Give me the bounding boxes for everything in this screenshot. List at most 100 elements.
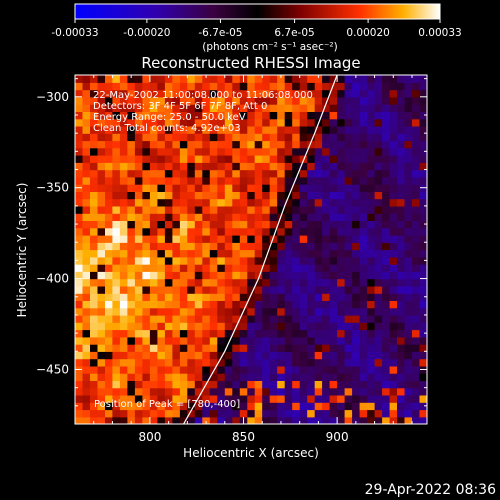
heatmap-cell: [269, 416, 278, 424]
heatmap-cell: [337, 329, 346, 338]
heatmap-cell: [202, 75, 211, 83]
heatmap-cell: [224, 416, 233, 424]
heatmap-cell: [247, 104, 256, 112]
heatmap-cell: [284, 307, 293, 316]
heatmap-cell: [224, 307, 233, 316]
heatmap-cell: [90, 293, 99, 301]
heatmap-cell: [247, 227, 256, 236]
heatmap-cell: [127, 351, 136, 360]
heatmap-cell: [82, 227, 91, 236]
heatmap-cell: [419, 155, 427, 163]
heatmap-cell: [194, 293, 203, 301]
heatmap-cell: [404, 198, 413, 207]
heatmap-cell: [82, 278, 91, 287]
heatmap-cell: [97, 227, 106, 236]
heatmap-cell: [149, 264, 158, 272]
heatmap-cell: [359, 351, 368, 360]
heatmap-cell: [172, 293, 181, 301]
heatmap-cell: [149, 314, 158, 323]
colorbar-tick-label: 0.00020: [346, 27, 389, 39]
heatmap-cell: [82, 184, 91, 192]
heatmap-cell: [307, 416, 316, 424]
heatmap-cell: [352, 307, 361, 316]
heatmap-cell: [112, 140, 121, 149]
heatmap-cell: [82, 271, 91, 280]
heatmap-cell: [232, 118, 241, 127]
heatmap-cell: [112, 227, 121, 236]
heatmap-cell: [134, 118, 143, 127]
heatmap-cell: [224, 402, 233, 411]
heatmap-cell: [164, 111, 173, 120]
heatmap-cell: [179, 387, 188, 396]
heatmap-cell: [134, 344, 143, 352]
heatmap-cell: [217, 176, 226, 185]
heatmap-cell: [322, 242, 331, 251]
heatmap-cell: [82, 147, 91, 156]
heatmap-cell: [209, 155, 218, 163]
heatmap-cell: [224, 373, 233, 381]
heatmap-cell: [322, 402, 331, 411]
heatmap-cell: [404, 264, 413, 272]
heatmap-cell: [352, 373, 361, 381]
heatmap-cell: [337, 184, 346, 192]
heatmap-cell: [239, 118, 248, 127]
heatmap-cell: [97, 387, 106, 396]
heatmap-cell: [179, 82, 188, 91]
heatmap-cell: [149, 162, 158, 171]
heatmap-cell: [307, 75, 316, 83]
heatmap-cell: [292, 402, 301, 411]
heatmap-cell: [127, 256, 136, 265]
heatmap-cell: [262, 242, 271, 251]
heatmap-cell: [97, 140, 106, 149]
heatmap-cell: [299, 169, 308, 178]
heatmap-cell: [254, 351, 263, 360]
heatmap-cell: [97, 162, 106, 171]
heatmap-cell: [209, 82, 218, 91]
heatmap-cell: [82, 155, 91, 163]
heatmap-cell: [164, 169, 173, 178]
heatmap-cell: [217, 155, 226, 163]
x-tick-label: 800: [138, 430, 161, 444]
heatmap-cell: [90, 227, 99, 236]
heatmap-cell: [217, 249, 226, 258]
heatmap-cell: [412, 358, 421, 367]
heatmap-cell: [224, 358, 233, 367]
heatmap-cell: [269, 169, 278, 178]
heatmap-cell: [337, 285, 346, 294]
heatmap-cell: [299, 111, 308, 120]
heatmap-cell: [157, 307, 166, 316]
heatmap-cell: [97, 147, 106, 156]
heatmap-cell: [247, 162, 256, 171]
heatmap-cell: [337, 322, 346, 331]
heatmap-cell: [329, 314, 338, 323]
heatmap-cell: [374, 264, 383, 272]
heatmap-cell: [314, 176, 323, 185]
heatmap-cell: [112, 271, 121, 280]
heatmap-cell: [322, 104, 331, 112]
heatmap-cell: [194, 118, 203, 127]
heatmap-cell: [374, 133, 383, 142]
heatmap-cell: [262, 322, 271, 331]
heatmap-cell: [359, 409, 368, 418]
heatmap-cell: [134, 191, 143, 200]
heatmap-cell: [105, 365, 114, 374]
heatmap-cell: [284, 351, 293, 360]
heatmap-cell: [397, 278, 406, 287]
heatmap-cell: [374, 373, 383, 381]
heatmap-cell: [314, 235, 323, 243]
heatmap-cell: [329, 358, 338, 367]
heatmap-cell: [314, 125, 323, 134]
heatmap-cell: [202, 402, 211, 411]
heatmap-cell: [367, 402, 376, 411]
heatmap-cell: [374, 336, 383, 345]
heatmap-cell: [209, 169, 218, 178]
heatmap-cell: [105, 387, 114, 396]
heatmap-cell: [374, 75, 383, 83]
heatmap-cell: [202, 133, 211, 142]
heatmap-cell: [187, 118, 196, 127]
heatmap-cell: [262, 373, 271, 381]
heatmap-cell: [75, 409, 84, 418]
heatmap-cell: [172, 96, 181, 105]
heatmap-cell: [367, 322, 376, 331]
heatmap-cell: [187, 365, 196, 374]
